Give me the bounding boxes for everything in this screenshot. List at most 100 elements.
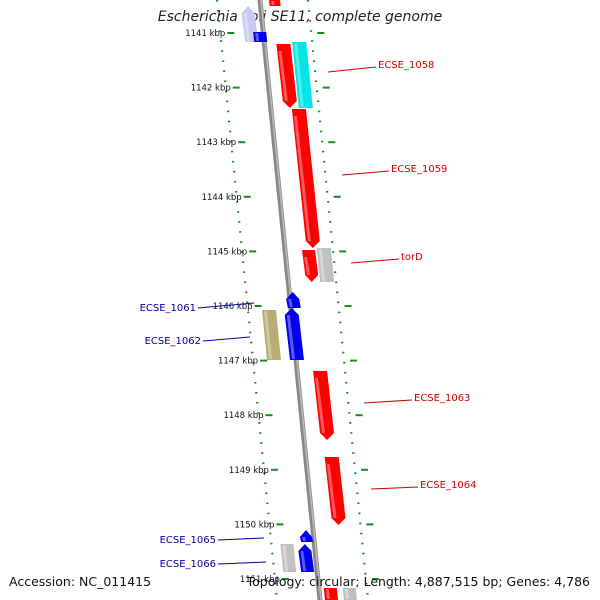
gene-body <box>342 588 357 600</box>
kbp-tick: 1147 kbp <box>218 357 358 367</box>
label-leader-line <box>197 302 255 309</box>
kbp-tick-label: 1151 kbp <box>240 575 280 585</box>
gene-feature <box>292 42 313 108</box>
gene-feature <box>300 530 314 542</box>
gene-label-group: ECSE_1064 <box>370 480 476 491</box>
label-leader-line <box>217 537 265 541</box>
gene-label-group: torD <box>350 252 423 264</box>
label-leader-line <box>370 486 419 490</box>
gene-shine <box>318 249 326 281</box>
kbp-tick: 1148 kbp <box>223 411 363 421</box>
kbp-tick: 1144 kbp <box>202 193 341 203</box>
gene-feature <box>269 0 281 6</box>
gene-shine <box>243 13 251 41</box>
gene-feature <box>298 544 315 572</box>
kbp-tick-label: 1148 kbp <box>223 411 263 421</box>
gene-label: ECSE_1064 <box>420 480 476 491</box>
kbp-tick-label: 1145 kbp <box>207 247 247 257</box>
gene-body <box>300 530 314 542</box>
topology-label: Topology: circular; Length: 4,887,515 bp… <box>246 574 590 589</box>
gene-label: ECSE_1065 <box>160 535 216 546</box>
gene-shine <box>304 257 311 275</box>
gene-body <box>262 310 281 360</box>
gene-feature <box>280 544 297 572</box>
gene-body <box>286 292 301 308</box>
kbp-tick: 1143 kbp <box>196 138 336 148</box>
gene-label-group: ECSE_1065 <box>160 535 265 546</box>
label-leader-line <box>202 336 251 342</box>
kbp-tick: 1145 kbp <box>207 247 347 257</box>
gene-body <box>292 42 313 108</box>
gene-feature <box>323 588 338 600</box>
gene-label-group: ECSE_1058 <box>327 60 434 73</box>
gene-shine <box>326 464 337 518</box>
gene-label-group: ECSE_1059 <box>341 164 447 176</box>
kbp-ticks: 1141 kbp 1142 kbp 1143 kbp 1144 kbp 1145 kbp… <box>185 29 379 585</box>
gene-body <box>276 44 297 108</box>
gene-label: ECSE_1059 <box>391 164 447 175</box>
gene-feature <box>286 292 301 308</box>
kbp-tick: 1151 kbp <box>240 575 379 585</box>
label-leader-line <box>350 258 400 264</box>
gene-shine <box>271 1 275 5</box>
kbp-tick-label: 1143 kbp <box>196 138 236 148</box>
gene-feature <box>313 371 334 440</box>
gene-shine <box>278 51 288 101</box>
kbp-tick-label: 1149 kbp <box>229 466 269 476</box>
gene-body <box>291 109 320 248</box>
gene-shine <box>315 378 325 433</box>
gene-shine <box>302 537 307 541</box>
gene-shine <box>264 311 272 359</box>
gene-label-group: ECSE_1062 <box>145 336 251 347</box>
gene-body <box>313 371 334 440</box>
gene-body <box>298 544 315 572</box>
gene-label: ECSE_1058 <box>378 60 434 71</box>
gene-shine <box>294 43 304 107</box>
kbp-tick: 1146 kbp <box>213 302 352 312</box>
gene-shine <box>293 116 311 241</box>
gene-feature <box>324 457 346 525</box>
kbp-tick-label: 1150 kbp <box>234 520 274 530</box>
gene-body <box>316 248 335 282</box>
gene-feature <box>291 109 320 248</box>
gene-label: torD <box>401 252 423 263</box>
gene-body <box>324 457 346 525</box>
accession-label: Accession: NC_011415 <box>9 574 152 589</box>
gene-shine <box>325 589 330 599</box>
gene-shine <box>286 315 295 359</box>
kbp-tick: 1141 kbp <box>185 29 325 39</box>
gene-label: ECSE_1066 <box>160 559 216 570</box>
label-leader-line <box>363 399 413 404</box>
kbp-tick-label: 1144 kbp <box>202 193 242 203</box>
gene-labels: ECSE_1058 ECSE_1059 torD ECSE_1061 ECSE_1062… <box>140 60 477 570</box>
kbp-tick-label: 1146 kbp <box>213 302 253 312</box>
gene-feature <box>342 588 357 600</box>
gene-feature <box>302 250 319 282</box>
gene-shine <box>288 299 293 307</box>
kbp-tick-label: 1147 kbp <box>218 357 258 367</box>
kbp-tick: 1150 kbp <box>234 520 374 530</box>
gene-feature <box>253 32 268 42</box>
gene-label-group: ECSE_1066 <box>160 559 267 570</box>
kbp-tick: 1149 kbp <box>229 466 368 476</box>
gene-shine <box>300 551 307 571</box>
gene-label: ECSE_1063 <box>414 393 470 404</box>
gene-features <box>241 0 357 600</box>
gene-feature <box>316 248 335 282</box>
gene-label-group: ECSE_1063 <box>363 393 470 404</box>
map-title: Escherichia coli SE11, complete genome <box>157 9 443 25</box>
gene-label: ECSE_1062 <box>145 336 201 347</box>
gene-feature <box>262 310 281 360</box>
gene-body <box>284 308 304 360</box>
gene-shine <box>282 545 289 571</box>
gene-body <box>253 32 268 42</box>
gene-body <box>280 544 297 572</box>
kbp-tick-label: 1141 kbp <box>185 29 225 39</box>
gene-body <box>269 0 281 6</box>
gene-label: ECSE_1061 <box>140 303 196 314</box>
label-leader-line <box>341 170 390 176</box>
gene-body <box>323 588 338 600</box>
gene-feature <box>276 44 297 108</box>
gene-label-group: ECSE_1061 <box>140 302 255 314</box>
